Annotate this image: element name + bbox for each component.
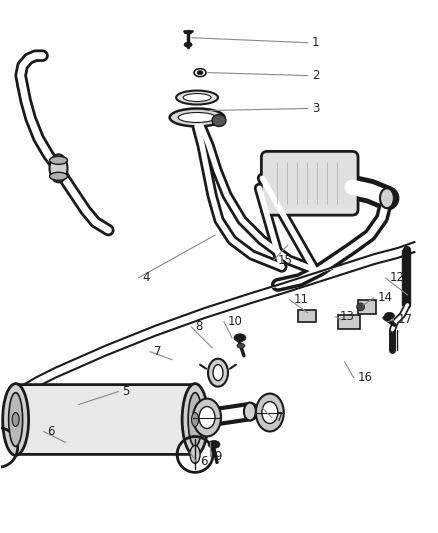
FancyBboxPatch shape: [298, 310, 316, 322]
Ellipse shape: [380, 188, 394, 208]
Text: 1: 1: [312, 36, 319, 49]
Text: 14: 14: [378, 292, 392, 304]
Ellipse shape: [190, 446, 200, 463]
Ellipse shape: [208, 440, 220, 448]
FancyBboxPatch shape: [338, 315, 360, 329]
Ellipse shape: [188, 393, 202, 447]
Ellipse shape: [191, 413, 198, 426]
Ellipse shape: [193, 399, 221, 437]
Ellipse shape: [170, 109, 225, 126]
Ellipse shape: [49, 155, 67, 182]
Ellipse shape: [49, 172, 67, 180]
Text: 17: 17: [397, 313, 413, 326]
Text: 7: 7: [154, 345, 162, 358]
Ellipse shape: [9, 393, 23, 447]
Circle shape: [357, 303, 364, 311]
Text: 10: 10: [228, 316, 243, 328]
Ellipse shape: [234, 334, 246, 342]
Text: 12: 12: [389, 271, 404, 285]
Text: 6: 6: [48, 425, 55, 438]
Ellipse shape: [256, 393, 284, 432]
Ellipse shape: [244, 402, 256, 421]
FancyBboxPatch shape: [261, 151, 358, 215]
Ellipse shape: [208, 359, 228, 386]
Text: 15: 15: [278, 254, 293, 266]
FancyBboxPatch shape: [12, 385, 199, 455]
Ellipse shape: [49, 156, 67, 164]
Ellipse shape: [262, 401, 278, 424]
Text: 13: 13: [339, 310, 354, 324]
Ellipse shape: [237, 343, 245, 348]
Ellipse shape: [385, 312, 395, 319]
FancyBboxPatch shape: [357, 300, 375, 314]
Text: 2: 2: [312, 69, 319, 82]
Ellipse shape: [212, 115, 226, 126]
Ellipse shape: [184, 42, 192, 47]
Text: 4: 4: [142, 271, 150, 285]
Ellipse shape: [197, 71, 203, 75]
Text: 8: 8: [195, 320, 202, 333]
Ellipse shape: [178, 112, 216, 123]
Ellipse shape: [183, 94, 211, 101]
Text: 5: 5: [122, 385, 130, 398]
Text: 6: 6: [200, 455, 208, 468]
Ellipse shape: [176, 91, 218, 104]
Text: 16: 16: [357, 371, 373, 384]
Text: 11: 11: [294, 293, 309, 306]
Ellipse shape: [12, 413, 19, 426]
Text: 3: 3: [312, 102, 319, 115]
Ellipse shape: [213, 365, 223, 381]
Ellipse shape: [3, 384, 28, 455]
Text: 9: 9: [214, 450, 222, 463]
Text: 7: 7: [276, 411, 283, 424]
Ellipse shape: [182, 384, 208, 455]
Ellipse shape: [199, 407, 215, 429]
